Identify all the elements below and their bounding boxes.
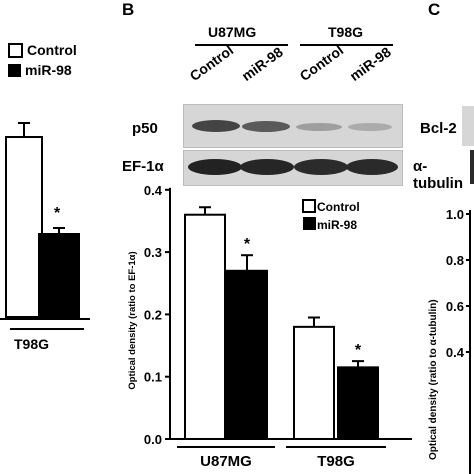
main-legend-swatch-mir98 xyxy=(303,217,316,230)
panel-c-letter: C xyxy=(428,0,441,19)
left-bar-control xyxy=(5,136,43,318)
left-baseline xyxy=(0,318,90,320)
left-errorbar-control xyxy=(23,121,25,137)
main-legend-label-mir98: miR-98 xyxy=(317,218,357,232)
band-p50-lane2 xyxy=(242,121,290,132)
blot-row-label-p50: p50 xyxy=(132,120,158,137)
left-errorcap-mir98 xyxy=(53,227,65,230)
band-p50-lane4 xyxy=(348,123,392,131)
band-ef1a-lane1 xyxy=(188,159,242,175)
main-bar-t98g-mir98 xyxy=(337,366,379,440)
legend-swatch-mir98 xyxy=(8,63,21,77)
left-legend-control-label: Control xyxy=(27,42,77,58)
left-group-underline xyxy=(10,328,84,330)
left-bar-mir98 xyxy=(38,232,80,318)
main-ytick-label-1: 0.1 xyxy=(144,370,162,385)
lane-label-control-2: Control xyxy=(296,41,347,84)
blot-cell-line-t98g: T98G xyxy=(328,24,364,40)
panel-c-axis: 1.0 0.8 0.6 0.4 xyxy=(446,207,471,474)
main-significance-u87mg: * xyxy=(244,236,251,253)
c-ytick-label-0: 1.0 xyxy=(446,207,464,222)
panel-b-letter: B xyxy=(122,0,135,19)
lane-label-mir98-1: miR-98 xyxy=(238,43,286,84)
blot-row-label-ef1a: EF-1α xyxy=(122,158,164,175)
panel-c-strip-edge-1 xyxy=(462,106,474,146)
legend-swatch-control xyxy=(8,42,23,58)
main-legend-label-control: Control xyxy=(317,200,360,214)
band-p50-lane3 xyxy=(296,123,342,131)
band-ef1a-lane3 xyxy=(294,159,348,175)
band-p50-lane1 xyxy=(192,120,240,132)
main-bar-u87mg-mir98 xyxy=(226,269,268,440)
main-y-axis-label: Optical density (ratio to EF-1α) xyxy=(127,251,138,389)
main-ytick-label-2: 0.2 xyxy=(144,307,162,322)
blot-strip-p50 xyxy=(183,104,403,148)
left-group-label: T98G xyxy=(14,336,50,352)
blot-strip-ef1a xyxy=(183,150,403,186)
left-errorbar-mir98 xyxy=(58,227,60,233)
main-legend-swatch-control xyxy=(302,199,316,213)
main-bar-u87mg-control xyxy=(184,213,226,440)
main-ytick-label-4: 0.4 xyxy=(144,186,163,198)
main-ytick-label-3: 0.3 xyxy=(144,245,162,260)
left-legend-mir98-label: miR-98 xyxy=(25,62,72,78)
lane-label-control-1: Control xyxy=(186,41,237,84)
band-ef1a-lane4 xyxy=(346,159,398,175)
left-significance-star: * xyxy=(54,205,61,223)
t98g-underline xyxy=(300,44,393,46)
panel-c-strip-edge-2 xyxy=(470,150,474,184)
main-bar-t98g-control xyxy=(293,325,335,441)
panel-c-row-label-bcl2: Bcl-2 xyxy=(420,120,457,137)
main-ytick-label-0: 0.0 xyxy=(144,432,162,447)
u87mg-underline xyxy=(195,44,288,46)
left-legend: Control miR-98 xyxy=(8,40,77,80)
main-category-label-1: T98G xyxy=(317,453,355,470)
main-significance-t98g: * xyxy=(355,342,362,359)
optical-density-chart: 0.0 0.1 0.2 0.3 0.4 Optical density (ratio to… xyxy=(127,186,412,470)
blot-cell-line-u87mg: U87MG xyxy=(208,24,257,40)
c-ytick-label-2: 0.6 xyxy=(446,299,464,314)
lane-label-mir98-2: miR-98 xyxy=(346,43,394,84)
c-ytick-label-1: 0.8 xyxy=(446,253,464,268)
panel-c-row-label-tubulin: α-tubulin xyxy=(413,158,463,192)
left-errorcap-control xyxy=(18,121,30,124)
main-category-label-0: U87MG xyxy=(200,453,252,470)
c-ytick-label-3: 0.4 xyxy=(446,345,465,360)
band-ef1a-lane2 xyxy=(240,159,294,175)
